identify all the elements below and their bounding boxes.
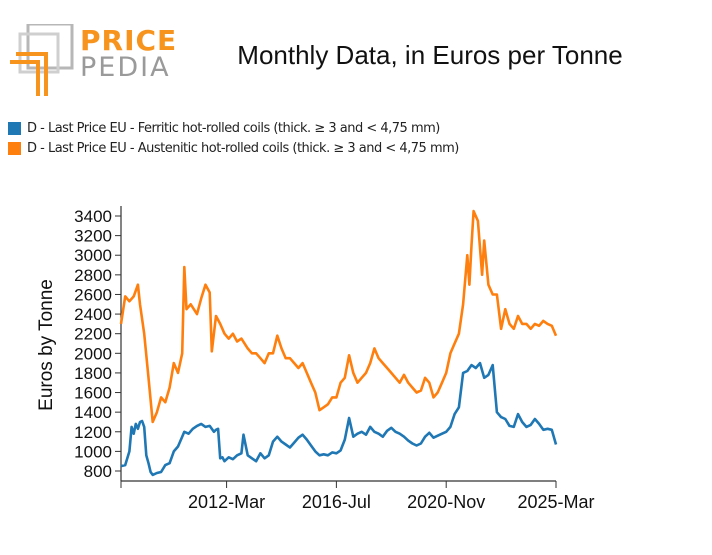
legend-item-austenitic[interactable]: D - Last Price EU - Austenitic hot-rolle… — [8, 138, 459, 158]
legend-label-ferritic: D - Last Price EU - Ferritic hot-rolled … — [27, 120, 440, 136]
y-tick-label: 1000 — [74, 442, 112, 461]
legend-label-austenitic: D - Last Price EU - Austenitic hot-rolle… — [27, 140, 459, 156]
y-tick-label: 2200 — [74, 325, 112, 344]
logo-text-pedia: PEDIA — [80, 52, 171, 83]
legend-item-ferritic[interactable]: D - Last Price EU - Ferritic hot-rolled … — [8, 118, 459, 138]
y-tick-label: 3000 — [74, 246, 112, 265]
y-tick-label: 800 — [84, 462, 112, 481]
series-layer — [119, 209, 558, 477]
legend-swatch-ferritic — [8, 121, 21, 135]
y-tick-label: 3400 — [74, 207, 112, 226]
x-tick-label: 2012-Mar — [188, 492, 265, 512]
logo-mark-icon — [10, 24, 74, 96]
pricepedia-logo: PRICE PEDIA — [8, 24, 176, 96]
y-tick-label: 3200 — [74, 227, 112, 246]
x-tick-label: 2016-Jul — [302, 492, 371, 512]
y-tick-label: 1800 — [74, 364, 112, 383]
y-axis: 8001000120014001600180020002200240026002… — [74, 206, 122, 481]
y-tick-label: 1600 — [74, 384, 112, 403]
y-tick-label: 1200 — [74, 423, 112, 442]
x-tick-label: 2020-Nov — [407, 492, 485, 512]
y-tick-label: 2000 — [74, 344, 112, 363]
series-line-austenitic[interactable] — [119, 209, 558, 424]
logo-text-price: PRICE — [80, 24, 178, 57]
chart-title: Monthly Data, in Euros per Tonne — [237, 40, 623, 70]
y-tick-label: 2800 — [74, 266, 112, 285]
legend-swatch-austenitic — [8, 141, 21, 155]
y-axis-label: Euros by Tonne — [36, 279, 57, 411]
chart-legend: D - Last Price EU - Ferritic hot-rolled … — [8, 118, 459, 158]
y-tick-label: 1400 — [74, 403, 112, 422]
x-tick-label: 2025-Mar — [517, 492, 594, 512]
series-line-ferritic[interactable] — [120, 361, 558, 477]
x-axis: 2012-Mar 2016-Jul 2020-Nov 2025-Mar — [120, 480, 595, 512]
y-tick-label: 2400 — [74, 305, 112, 324]
y-tick-label: 2600 — [74, 285, 112, 304]
